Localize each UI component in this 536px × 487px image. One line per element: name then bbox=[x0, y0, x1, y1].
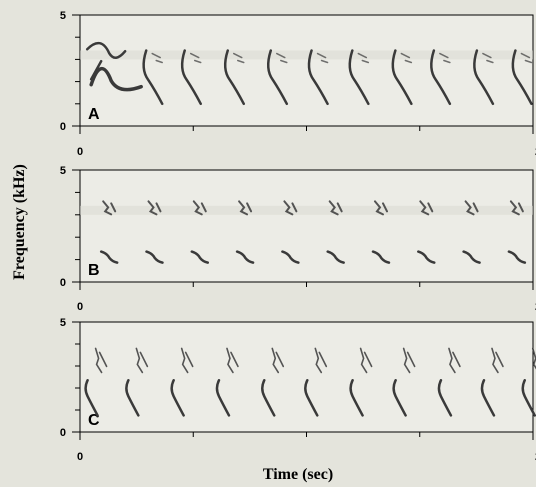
song-note bbox=[84, 347, 108, 417]
y-tick-label: 5 bbox=[60, 10, 66, 22]
y-tick-label: 5 bbox=[60, 165, 66, 177]
y-tick-label: 0 bbox=[60, 277, 66, 289]
song-note bbox=[223, 49, 246, 106]
spectrogram-panel-c: 0502C bbox=[60, 317, 536, 463]
song-note bbox=[142, 49, 164, 106]
song-note bbox=[99, 200, 119, 264]
song-note bbox=[348, 49, 370, 106]
x-tick-label: 0 bbox=[77, 146, 83, 158]
song-note bbox=[190, 200, 210, 264]
spectrogram-panel-b: 0502B bbox=[60, 165, 536, 313]
song-note bbox=[391, 49, 413, 106]
song-note bbox=[215, 347, 239, 417]
x-tick-label: 0 bbox=[77, 301, 83, 313]
x-axis-title: Time (sec) bbox=[263, 466, 333, 483]
song-note bbox=[170, 347, 194, 417]
y-tick-label: 5 bbox=[60, 317, 66, 329]
song-note bbox=[307, 49, 329, 106]
panel-label: B bbox=[88, 262, 100, 279]
y-tick-label: 0 bbox=[60, 427, 66, 439]
song-note bbox=[473, 49, 495, 106]
song-note bbox=[349, 347, 373, 417]
song-note bbox=[480, 347, 504, 417]
panel-frame bbox=[79, 14, 534, 127]
song-note bbox=[507, 200, 527, 264]
song-note bbox=[462, 200, 481, 264]
song-note bbox=[125, 347, 149, 417]
panel-label: A bbox=[88, 106, 100, 123]
song-note bbox=[521, 347, 536, 417]
song-note bbox=[267, 49, 289, 106]
song-note bbox=[145, 200, 164, 264]
x-tick-label: 0 bbox=[77, 451, 83, 463]
song-note bbox=[235, 200, 255, 264]
song-note bbox=[180, 49, 202, 106]
song-note bbox=[85, 41, 143, 92]
y-tick-label: 0 bbox=[60, 121, 66, 133]
panel-frame bbox=[79, 321, 534, 433]
song-note bbox=[511, 49, 533, 106]
song-note bbox=[430, 49, 452, 106]
song-note bbox=[326, 200, 345, 264]
noise-band bbox=[80, 50, 533, 60]
song-note bbox=[281, 200, 300, 264]
song-note bbox=[392, 347, 416, 417]
song-note bbox=[261, 347, 285, 417]
panel-frame bbox=[79, 169, 534, 283]
song-note bbox=[417, 200, 436, 264]
song-note bbox=[371, 200, 391, 264]
song-note bbox=[437, 347, 461, 417]
y-axis-title: Frequency (kHz) bbox=[11, 164, 28, 280]
spectrogram-panel-a: 0502A bbox=[60, 10, 536, 158]
noise-band bbox=[80, 205, 533, 215]
song-note bbox=[304, 347, 328, 417]
